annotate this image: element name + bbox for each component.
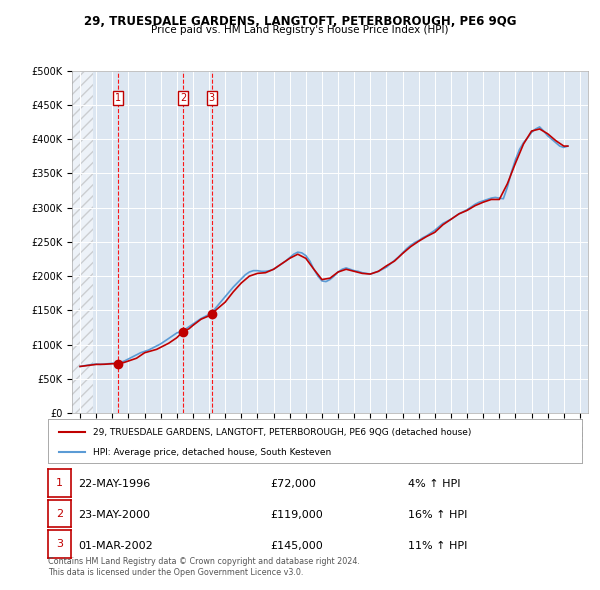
- Text: 11% ↑ HPI: 11% ↑ HPI: [408, 541, 467, 550]
- Text: 29, TRUESDALE GARDENS, LANGTOFT, PETERBOROUGH, PE6 9QG (detached house): 29, TRUESDALE GARDENS, LANGTOFT, PETERBO…: [94, 428, 472, 437]
- Text: 2: 2: [180, 93, 186, 103]
- Text: 1: 1: [56, 478, 63, 488]
- Text: 23-MAY-2000: 23-MAY-2000: [78, 510, 150, 520]
- Text: £72,000: £72,000: [270, 480, 316, 489]
- Bar: [72, 71, 93, 413]
- Text: This data is licensed under the Open Government Licence v3.0.: This data is licensed under the Open Gov…: [48, 568, 304, 577]
- Text: 16% ↑ HPI: 16% ↑ HPI: [408, 510, 467, 520]
- Text: £145,000: £145,000: [270, 541, 323, 550]
- Text: 01-MAR-2002: 01-MAR-2002: [78, 541, 153, 550]
- Text: 22-MAY-1996: 22-MAY-1996: [78, 480, 150, 489]
- Text: 4% ↑ HPI: 4% ↑ HPI: [408, 480, 461, 489]
- Text: 29, TRUESDALE GARDENS, LANGTOFT, PETERBOROUGH, PE6 9QG: 29, TRUESDALE GARDENS, LANGTOFT, PETERBO…: [84, 15, 516, 28]
- Text: HPI: Average price, detached house, South Kesteven: HPI: Average price, detached house, Sout…: [94, 448, 332, 457]
- Text: 2: 2: [56, 509, 63, 519]
- Text: Contains HM Land Registry data © Crown copyright and database right 2024.: Contains HM Land Registry data © Crown c…: [48, 558, 360, 566]
- Text: Price paid vs. HM Land Registry's House Price Index (HPI): Price paid vs. HM Land Registry's House …: [151, 25, 449, 35]
- Text: 1: 1: [115, 93, 122, 103]
- Text: 3: 3: [209, 93, 215, 103]
- Text: 3: 3: [56, 539, 63, 549]
- Text: £119,000: £119,000: [270, 510, 323, 520]
